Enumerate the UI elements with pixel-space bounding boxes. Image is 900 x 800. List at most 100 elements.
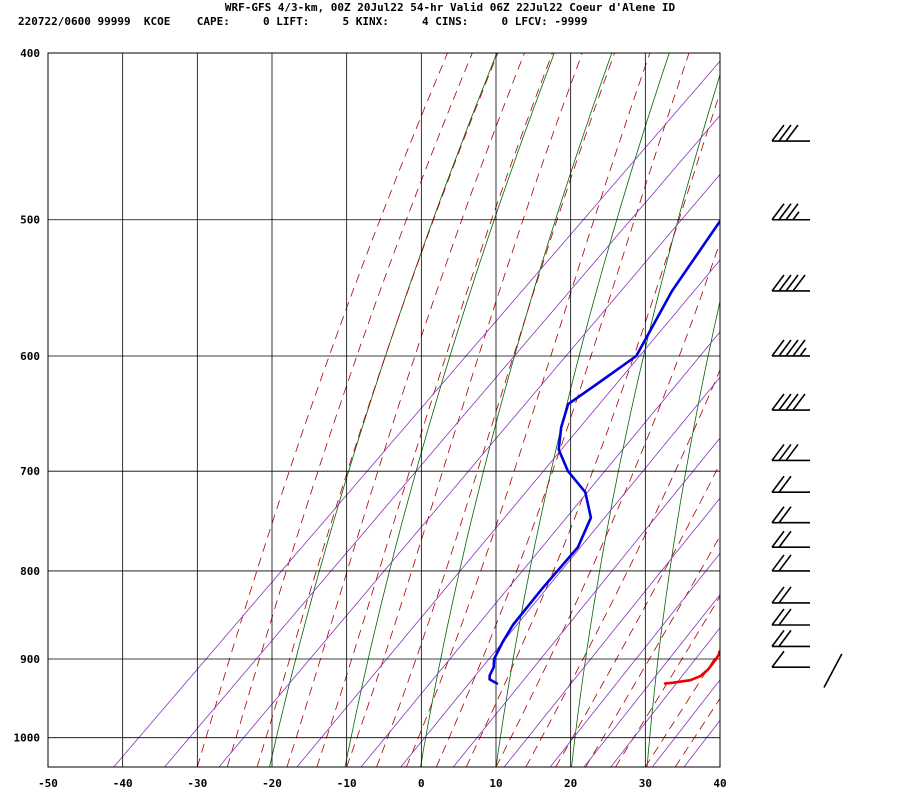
wind-barb <box>771 443 810 462</box>
wind-barb <box>771 530 810 549</box>
wind-barb-feather <box>778 629 792 647</box>
wind-barb-feather <box>771 475 785 493</box>
temperature-tick-label: 0 <box>418 777 425 790</box>
wind-barb-feather <box>771 443 785 461</box>
moist-adiabats <box>196 53 720 767</box>
wind-barb-feather <box>771 608 785 626</box>
wind-barb-feather <box>785 203 799 221</box>
wind-barb-staff <box>823 653 843 688</box>
wind-barb <box>771 554 810 572</box>
wind-barb <box>771 393 810 411</box>
temperature-trace <box>663 650 720 685</box>
wind-barb <box>771 203 810 221</box>
dry-adiabat-line <box>344 53 555 767</box>
wind-barb <box>823 653 843 688</box>
wind-barb-feather <box>785 339 799 357</box>
wind-barb <box>771 629 810 648</box>
wind-barb-feather <box>778 339 792 357</box>
mixing-ratio-line <box>218 173 720 767</box>
mixing-ratio-lines <box>113 60 720 767</box>
wind-barb-feather <box>785 274 799 292</box>
wind-barb <box>771 274 810 292</box>
temperature-tick-label: 20 <box>564 777 577 790</box>
wind-barb-feather <box>785 393 799 411</box>
moist-adiabat-line <box>316 53 553 767</box>
wind-barb-feather <box>778 506 792 524</box>
pressure-tick-label: 600 <box>20 350 40 363</box>
wind-barb-feather <box>771 650 785 668</box>
wind-barb-feather <box>792 274 806 292</box>
mixing-ratio-line <box>164 114 720 767</box>
temperature-tick-label: -50 <box>38 777 58 790</box>
mixing-ratio-line <box>452 437 720 767</box>
mixing-ratio-line <box>360 331 720 767</box>
moist-adiabat-line <box>346 53 583 767</box>
wind-barb <box>771 339 810 357</box>
wind-barb-feather <box>771 629 785 647</box>
temperature-tick-label: -30 <box>187 777 207 790</box>
wind-barb-half-feather <box>799 347 807 357</box>
wind-barb-feather <box>771 530 785 548</box>
pressure-tick-label: 400 <box>20 47 40 60</box>
moist-adiabat-line <box>196 53 448 767</box>
wind-barb <box>771 475 810 494</box>
temperature-tick-label: -10 <box>337 777 357 790</box>
dry-adiabats <box>269 53 900 767</box>
wind-barb-feather <box>778 475 792 493</box>
moist-adiabat-line <box>495 240 720 767</box>
moist-adiabat-line <box>615 595 720 767</box>
wind-barb <box>771 650 810 669</box>
wind-barb-feather <box>771 339 785 357</box>
moist-adiabat-line <box>406 53 651 767</box>
wind-barb-feather <box>778 530 792 548</box>
wind-barb-half-feather <box>792 211 800 221</box>
dry-adiabat-line <box>269 53 498 767</box>
moist-adiabat-line <box>585 535 720 767</box>
dry-adiabat-line <box>798 53 899 767</box>
moist-adiabat-line <box>555 462 720 767</box>
dry-adiabat-line <box>646 299 720 767</box>
wind-barb-feather <box>778 554 792 572</box>
pressure-tick-label: 900 <box>20 653 40 666</box>
wind-barb-feather <box>778 274 792 292</box>
mixing-ratio-line <box>296 259 720 767</box>
pressure-tick-label: 1000 <box>14 732 41 745</box>
dry-adiabat-line <box>571 73 720 767</box>
wind-barb-feather <box>792 339 806 357</box>
wind-barb-feather <box>778 586 792 604</box>
wind-barb-feather <box>771 274 785 292</box>
chart-grid <box>47 52 721 767</box>
dry-adiabat-line <box>874 53 900 767</box>
wind-barb <box>771 608 810 626</box>
wind-barbs <box>771 124 843 688</box>
mixing-ratio-line <box>503 497 720 767</box>
mixing-ratio-line <box>583 593 720 767</box>
mixing-ratio-line <box>651 679 720 767</box>
moist-adiabat-line <box>644 648 720 767</box>
chart-header-line2: 220722/0600 99999 KCOE CAPE: 0 LIFT: 5 K… <box>18 15 588 28</box>
dewpoint-trace <box>488 218 720 685</box>
temperature-axis: -50 -40 -30 -20 -10 0 10 20 30 40 <box>38 777 727 790</box>
pressure-tick-label: 800 <box>20 565 40 578</box>
temperature-tick-label: 40 <box>713 777 726 790</box>
wind-barb-feather <box>778 124 792 142</box>
wind-barb-feather <box>771 203 785 221</box>
mixing-ratio-line <box>113 60 720 767</box>
plot-frame <box>47 52 721 768</box>
chart-header-line1: WRF-GFS 4/3-km, 00Z 20Jul22 54-hr Valid … <box>224 1 676 14</box>
moist-adiabat-line <box>256 53 499 767</box>
mixing-ratio-line <box>400 376 720 767</box>
wind-barb-feather <box>785 443 799 461</box>
moist-adiabat-line <box>465 91 720 767</box>
pressure-axis: 400 500 600 700 800 900 1000 <box>14 47 41 745</box>
wind-barb-feather <box>792 393 806 411</box>
sounding-traces <box>488 218 720 685</box>
wind-barb-feather <box>778 203 792 221</box>
temperature-tick-label: 10 <box>489 777 502 790</box>
wind-barb-feather <box>771 554 785 572</box>
wind-barb-feather <box>778 608 792 626</box>
pressure-tick-label: 500 <box>20 214 40 227</box>
wind-barb <box>771 586 810 604</box>
mixing-ratio-line <box>549 552 720 767</box>
